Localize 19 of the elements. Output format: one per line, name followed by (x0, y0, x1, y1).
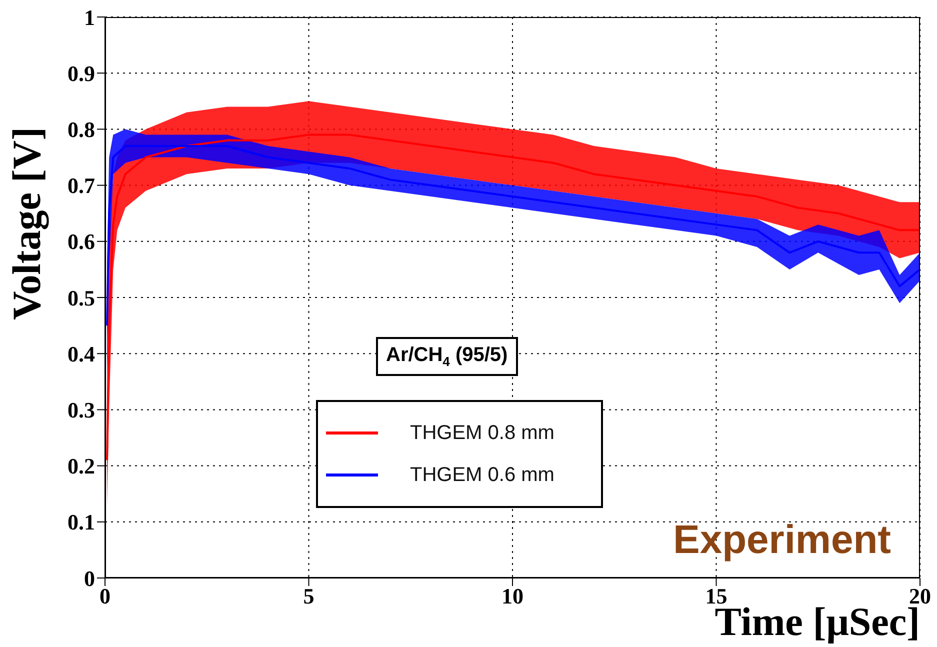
y-tick-label: 0.2 (68, 454, 95, 479)
y-tick-label: 0.6 (68, 229, 95, 254)
y-tick-label: 0.8 (68, 117, 95, 142)
y-tick-label: 1 (84, 4, 95, 30)
x-tick-label: 10 (502, 584, 524, 609)
x-tick-label: 0 (100, 584, 110, 609)
y-axis-title: Voltage [V] (4, 127, 49, 320)
y-tick-label: 0.7 (68, 173, 95, 198)
y-tick-label: 0.9 (68, 60, 95, 86)
annotation: Experiment (673, 518, 891, 563)
y-tick-label: 0.4 (68, 341, 95, 366)
legend-label: THGEM 0.6 mm (410, 464, 554, 486)
y-tick-label: 0.1 (68, 510, 95, 535)
y-tick-label: 0.3 (68, 398, 95, 423)
x-tick-label: 5 (303, 584, 314, 609)
legend-label: THGEM 0.8 mm (410, 422, 554, 444)
y-tick-label: 0 (84, 566, 95, 591)
annotation: Ar/CH$_{4}$ (95/5) (386, 344, 508, 369)
y-tick-label: 0.5 (68, 285, 95, 310)
